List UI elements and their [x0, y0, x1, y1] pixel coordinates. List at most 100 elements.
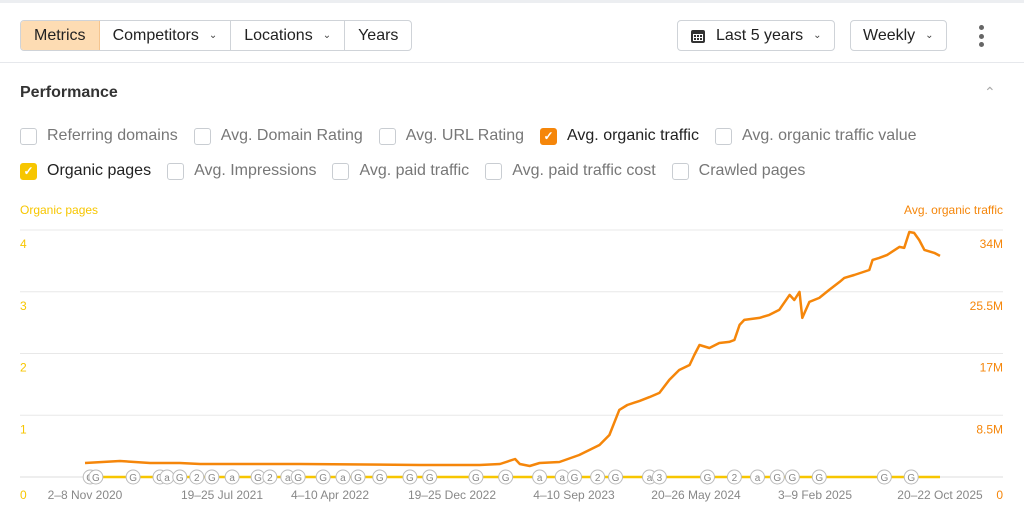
- metric-checkbox-crawled-pages[interactable]: Crawled pages: [671, 162, 805, 180]
- svg-text:a: a: [537, 473, 543, 484]
- annotation-marker[interactable]: 2: [262, 469, 278, 485]
- x-axis-tick: 4–10 Apr 2022: [291, 488, 369, 502]
- checkbox-icon[interactable]: [714, 127, 732, 145]
- checkbox-icon[interactable]: [378, 127, 396, 145]
- svg-text:2: 2: [194, 473, 200, 484]
- metric-checkboxes-row-2: ✓ Organic pages Avg. Impressions Avg. paid …: [20, 162, 805, 180]
- calendar-icon: [691, 29, 705, 43]
- panel-title: Performance: [20, 84, 118, 101]
- left-axis-tick: 2: [20, 361, 27, 375]
- annotation-marker[interactable]: G: [315, 469, 331, 485]
- chevron-down-icon: ⌄: [813, 30, 822, 41]
- interval-dropdown[interactable]: Weekly ⌄: [850, 20, 947, 51]
- annotation-marker[interactable]: 2: [189, 469, 205, 485]
- annotation-marker[interactable]: 2: [590, 469, 606, 485]
- metric-checkbox-avg-organic-traffic-value[interactable]: Avg. organic traffic value: [714, 127, 917, 145]
- right-axis-tick: 34M: [980, 237, 1003, 251]
- metric-checkbox-organic-pages[interactable]: ✓ Organic pages: [20, 162, 151, 180]
- svg-text:a: a: [340, 473, 346, 484]
- svg-text:G: G: [789, 473, 797, 484]
- svg-text:G: G: [294, 473, 302, 484]
- annotation-marker[interactable]: a: [159, 469, 175, 485]
- annotation-marker[interactable]: G: [608, 469, 624, 485]
- left-axis-title: Organic pages: [20, 203, 98, 217]
- annotation-marker[interactable]: a: [749, 469, 765, 485]
- svg-text:G: G: [176, 473, 184, 484]
- tab-locations[interactable]: Locations ⌄: [231, 21, 346, 50]
- series-line-avg-organic-traffic: [84, 230, 941, 468]
- svg-text:G: G: [773, 473, 781, 484]
- annotation-marker[interactable]: G: [422, 469, 438, 485]
- metric-checkbox-avg-paid-traffic-cost[interactable]: Avg. paid traffic cost: [485, 162, 656, 180]
- checkbox-checked-icon[interactable]: ✓: [20, 162, 37, 180]
- svg-text:2: 2: [595, 473, 601, 484]
- checkbox-icon[interactable]: [20, 127, 37, 145]
- svg-text:3: 3: [657, 473, 663, 484]
- svg-text:G: G: [354, 473, 362, 484]
- tab-competitors[interactable]: Competitors ⌄: [100, 21, 232, 50]
- annotation-marker[interactable]: 3: [651, 469, 667, 485]
- svg-text:a: a: [647, 473, 653, 484]
- x-axis-tick: 19–25 Jul 2021: [181, 488, 263, 502]
- checkbox-checked-icon[interactable]: ✓: [540, 127, 558, 145]
- chevron-down-icon: ⌄: [208, 30, 218, 41]
- annotation-marker[interactable]: G: [290, 469, 306, 485]
- annotation-marker[interactable]: G: [402, 469, 418, 485]
- svg-text:G: G: [426, 473, 434, 484]
- annotation-marker[interactable]: G: [204, 469, 220, 485]
- checkbox-icon[interactable]: [193, 127, 211, 145]
- annotation-marker[interactable]: G: [498, 469, 514, 485]
- metric-checkbox-avg-organic-traffic[interactable]: ✓ Avg. organic traffic: [540, 127, 699, 145]
- annotation-marker[interactable]: a: [224, 469, 240, 485]
- x-axis-tick: 20–26 May 2024: [651, 488, 741, 502]
- annotation-marker[interactable]: G: [876, 469, 892, 485]
- svg-text:2: 2: [732, 473, 738, 484]
- annotation-marker[interactable]: G: [350, 469, 366, 485]
- left-axis-tick: 0: [20, 488, 27, 502]
- metric-checkbox-avg-paid-traffic[interactable]: Avg. paid traffic: [332, 162, 469, 180]
- x-axis-tick: 4–10 Sep 2023: [533, 488, 615, 502]
- metric-checkbox-avg-impressions[interactable]: Avg. Impressions: [167, 162, 316, 180]
- left-axis-tick: 1: [20, 422, 27, 436]
- annotation-marker[interactable]: G: [903, 469, 919, 485]
- svg-text:G: G: [815, 473, 823, 484]
- annotation-marker[interactable]: G: [88, 469, 104, 485]
- annotation-marker[interactable]: G: [172, 469, 188, 485]
- annotation-marker[interactable]: G: [125, 469, 141, 485]
- annotation-marker[interactable]: a: [335, 469, 351, 485]
- svg-text:G: G: [376, 473, 384, 484]
- right-axis-tick: 17M: [980, 361, 1003, 375]
- svg-text:G: G: [571, 473, 579, 484]
- annotation-marker[interactable]: G: [811, 469, 827, 485]
- checkbox-icon[interactable]: [485, 162, 503, 180]
- annotation-marker[interactable]: a: [532, 469, 548, 485]
- svg-text:G: G: [319, 473, 327, 484]
- checkbox-icon[interactable]: [167, 162, 185, 180]
- annotation-marker[interactable]: G: [468, 469, 484, 485]
- annotation-marker[interactable]: 2: [726, 469, 742, 485]
- tab-years[interactable]: Years: [358, 26, 399, 44]
- tab-metrics[interactable]: Metrics: [21, 21, 100, 50]
- svg-text:G: G: [704, 473, 712, 484]
- svg-text:G: G: [406, 473, 414, 484]
- metric-checkbox-avg-domain-rating[interactable]: Avg. Domain Rating: [193, 127, 363, 145]
- x-axis-tick: 2–8 Nov 2020: [48, 488, 123, 502]
- checkbox-icon[interactable]: [671, 162, 689, 180]
- chevron-up-icon[interactable]: ⌃: [984, 84, 996, 100]
- x-axis-tick: 19–25 Dec 2022: [408, 488, 496, 502]
- svg-text:a: a: [755, 473, 761, 484]
- svg-text:G: G: [92, 473, 100, 484]
- annotation-marker[interactable]: G: [567, 469, 583, 485]
- metric-checkbox-avg-url-rating[interactable]: Avg. URL Rating: [378, 127, 524, 145]
- vertical-dots-icon[interactable]: [974, 25, 988, 47]
- date-range-dropdown[interactable]: Last 5 years ⌄: [677, 20, 835, 51]
- metric-checkbox-referring-domains[interactable]: Referring domains: [20, 127, 178, 145]
- annotation-marker[interactable]: G: [769, 469, 785, 485]
- annotation-marker[interactable]: G: [700, 469, 716, 485]
- svg-text:G: G: [472, 473, 480, 484]
- annotation-marker[interactable]: G: [372, 469, 388, 485]
- checkbox-icon[interactable]: [332, 162, 350, 180]
- right-axis-tick: 25.5M: [970, 299, 1003, 313]
- annotation-marker[interactable]: G: [784, 469, 800, 485]
